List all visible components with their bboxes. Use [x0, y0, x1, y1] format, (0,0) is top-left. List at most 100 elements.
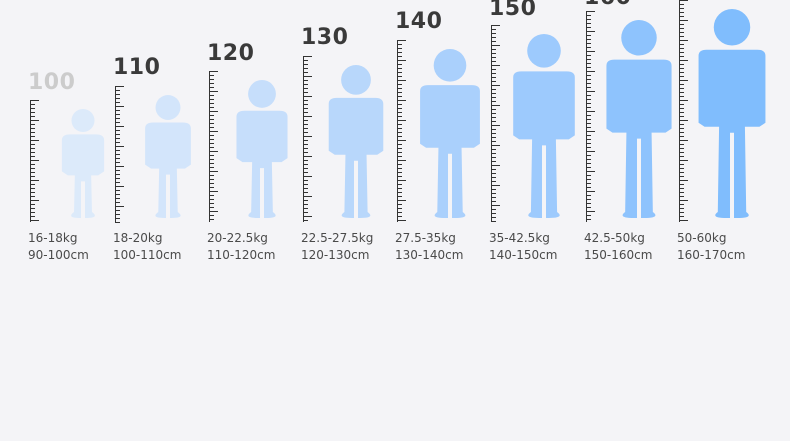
ruler-tick	[491, 193, 496, 194]
ruler-tick	[209, 195, 214, 196]
ruler-tick	[303, 148, 308, 149]
ruler-tick	[491, 73, 496, 74]
ruler-tick	[397, 212, 402, 213]
ruler-tick	[679, 112, 684, 113]
weight-range: 22.5-27.5kg	[301, 231, 374, 245]
ruler-tick	[397, 176, 402, 177]
ruler-tick	[115, 114, 120, 115]
silhouette-body	[145, 122, 191, 218]
ruler-tick	[679, 24, 684, 25]
ruler-tick	[679, 0, 688, 1]
height-range: 100-110cm	[113, 248, 182, 262]
ruler-tick	[303, 124, 308, 125]
ruler-tick	[115, 190, 120, 191]
ruler-tick	[397, 136, 402, 137]
ruler-tick	[586, 139, 591, 140]
ruler-tick	[586, 19, 591, 20]
ruler-tick	[679, 152, 684, 153]
ruler-tick	[679, 176, 684, 177]
ruler-tick	[30, 216, 35, 217]
ruler-tick	[586, 27, 591, 28]
ruler-tick	[209, 127, 214, 128]
ruler-tick	[115, 206, 124, 207]
ruler-tick	[115, 98, 120, 99]
ruler-tick	[303, 164, 308, 165]
ruler-tick	[491, 169, 496, 170]
ruler-tick	[491, 89, 496, 90]
ruler-tick	[679, 204, 684, 205]
ruler-tick	[209, 91, 218, 92]
ruler-tick	[30, 156, 35, 157]
ruler-tick	[679, 36, 684, 37]
ruler-tick	[303, 80, 308, 81]
ruler-tick	[303, 96, 312, 97]
child-silhouette-icon	[513, 34, 575, 218]
ruler-tick	[679, 96, 684, 97]
ruler-tick	[397, 60, 406, 61]
ruler-tick	[491, 201, 496, 202]
ruler-tick	[397, 160, 406, 161]
ruler-tick	[586, 151, 595, 152]
ruler-tick	[491, 177, 496, 178]
height-range: 160-170cm	[677, 248, 746, 262]
ruler-tick	[586, 55, 591, 56]
ruler-tick	[491, 181, 496, 182]
ruler-tick	[115, 90, 120, 91]
ruler-tick	[30, 136, 35, 137]
silhouette-body	[328, 97, 384, 218]
ruler-tick	[209, 71, 218, 72]
ruler-tick	[586, 63, 591, 64]
ruler-tick	[397, 172, 402, 173]
ruler-tick	[303, 204, 308, 205]
ruler-tick	[303, 180, 308, 181]
ruler-tick	[586, 167, 591, 168]
ruler-tick	[397, 72, 402, 73]
ruler-tick	[115, 194, 120, 195]
child-silhouette-icon	[61, 109, 105, 218]
ruler-tick	[209, 107, 214, 108]
ruler-tick	[209, 187, 214, 188]
ruler-tick	[209, 95, 214, 96]
ruler-tick	[30, 196, 35, 197]
ruler-tick	[586, 199, 591, 200]
weight-range: 18-20kg	[113, 231, 163, 245]
ruler-tick	[491, 37, 496, 38]
ruler-tick	[30, 116, 35, 117]
ruler-tick	[491, 213, 496, 214]
weight-range: 50-60kg	[677, 231, 727, 245]
ruler-tick	[30, 192, 35, 193]
ruler-tick	[679, 8, 684, 9]
ruler-tick	[586, 11, 595, 12]
ruler-tick	[397, 148, 402, 149]
ruler-tick	[679, 28, 684, 29]
ruler-tick	[586, 187, 591, 188]
ruler-tick	[209, 83, 214, 84]
ruler-tick	[303, 196, 312, 197]
size-label: 140	[395, 9, 443, 34]
ruler-tick	[491, 45, 500, 46]
size-caption: 16-18kg 90-100cm	[28, 230, 89, 264]
ruler-tick	[586, 163, 591, 164]
ruler-tick	[586, 191, 595, 192]
ruler-tick	[586, 75, 591, 76]
ruler-tick	[397, 80, 406, 81]
height-ruler	[491, 25, 501, 222]
height-range: 90-100cm	[28, 248, 89, 262]
ruler-tick	[30, 100, 39, 101]
ruler-tick	[209, 191, 218, 192]
ruler-tick	[397, 168, 402, 169]
ruler-tick	[397, 44, 402, 45]
ruler-tick	[397, 216, 402, 217]
ruler-tick	[679, 184, 684, 185]
height-range: 140-150cm	[489, 248, 558, 262]
ruler-tick	[209, 79, 214, 80]
ruler-tick	[397, 184, 402, 185]
size-caption: 18-20kg 100-110cm	[113, 230, 181, 264]
ruler-tick	[679, 168, 684, 169]
ruler-tick	[491, 49, 496, 50]
size-label: 120	[207, 41, 255, 66]
ruler-tick	[30, 176, 35, 177]
ruler-tick	[586, 83, 591, 84]
ruler-tick	[491, 77, 496, 78]
ruler-tick	[679, 132, 684, 133]
